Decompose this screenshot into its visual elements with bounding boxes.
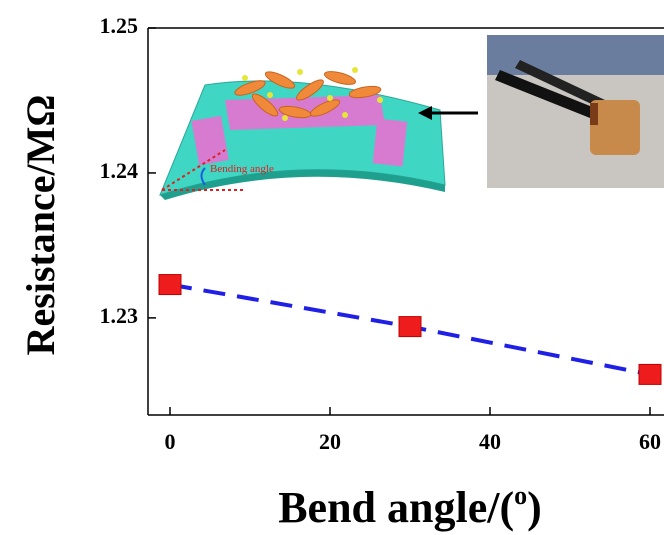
x-tick-label: 60 bbox=[639, 429, 661, 454]
x-axis-label: Bend angle/(o) bbox=[278, 481, 542, 532]
axes bbox=[147, 27, 664, 416]
inset-photo bbox=[487, 35, 664, 188]
marker bbox=[398, 316, 422, 338]
x-axis-label-close: ) bbox=[527, 483, 542, 532]
y-tick-label: 1.24 bbox=[100, 158, 139, 183]
y-axis-label: Resistance/MΩ bbox=[18, 95, 63, 356]
inset-diagram bbox=[159, 67, 478, 200]
y-tick-label: 1.23 bbox=[100, 303, 139, 328]
y-tick-label: 1.25 bbox=[100, 13, 139, 38]
x-axis-label-superscript: o bbox=[514, 481, 527, 510]
inset-label: Bending angle bbox=[210, 163, 274, 175]
x-axis-label-text: Bend angle/( bbox=[278, 483, 514, 532]
x-tick-label: 0 bbox=[165, 429, 176, 454]
marker bbox=[638, 363, 662, 385]
x-tick-label: 40 bbox=[479, 429, 501, 454]
x-tick-label: 20 bbox=[319, 429, 341, 454]
marker bbox=[158, 274, 182, 296]
